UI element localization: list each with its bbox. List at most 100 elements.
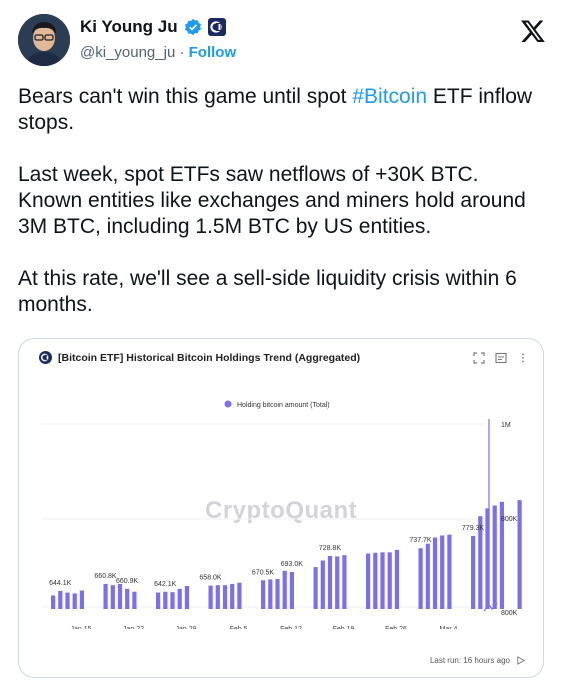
bar xyxy=(425,543,430,609)
bar xyxy=(170,592,175,609)
bar xyxy=(177,588,182,609)
x-logo-icon[interactable] xyxy=(520,18,546,44)
author-handle[interactable]: @ki_young_ju xyxy=(80,44,176,61)
data-label: 670.5K xyxy=(252,569,275,576)
bar xyxy=(342,555,347,609)
bar xyxy=(380,552,385,609)
bar xyxy=(432,537,438,609)
bar xyxy=(261,580,266,609)
bar xyxy=(335,556,340,609)
bar xyxy=(184,586,189,609)
bar xyxy=(125,588,130,609)
bar xyxy=(132,591,137,609)
handle-row: @ki_young_ju · Follow xyxy=(80,44,236,61)
hashtag-link[interactable]: #Bitcoin xyxy=(352,85,428,108)
x-tick-label: Jan 22 xyxy=(123,626,144,629)
image-icon[interactable] xyxy=(495,352,507,364)
bar xyxy=(110,585,115,609)
data-label: 644.1K xyxy=(49,580,72,587)
y-tick-label: 1M xyxy=(501,422,511,429)
axis-break-mark xyxy=(483,602,498,612)
bar xyxy=(485,508,490,609)
legend-marker xyxy=(224,400,232,408)
bar xyxy=(163,591,168,609)
bar xyxy=(499,501,504,609)
last-run: Last run: 16 hours ago xyxy=(430,656,525,665)
data-label: 658.0K xyxy=(199,575,222,582)
x-tick-label: Jan 29 xyxy=(175,626,196,629)
avatar[interactable] xyxy=(18,14,70,66)
bar xyxy=(237,582,242,609)
last-run-text: Last run: 16 hours ago xyxy=(429,656,510,665)
bar xyxy=(275,579,280,609)
data-label: 693.0K xyxy=(281,561,304,568)
bar xyxy=(103,583,108,609)
x-tick-label: Feb 19 xyxy=(333,626,355,629)
x-tick-label: Feb 5 xyxy=(230,626,248,629)
x-tick-label: Mar 4 xyxy=(440,626,458,629)
x-tick-label: Jan 15 xyxy=(70,626,91,629)
tweet-paragraph-3: At this rate, we'll see a sell-side liqu… xyxy=(18,267,517,316)
x-tick-label: Feb 12 xyxy=(280,626,302,629)
bar xyxy=(447,534,452,609)
cryptoquant-badge-icon[interactable] xyxy=(207,18,226,36)
bar xyxy=(289,572,294,609)
tweet-paragraph-1: Bears can't win this game until spot #Bi… xyxy=(18,84,543,136)
bar xyxy=(320,560,325,609)
bar xyxy=(478,516,483,609)
bar xyxy=(215,585,220,609)
data-label: 865.3K xyxy=(19,379,30,381)
bar xyxy=(394,549,399,609)
separator: · xyxy=(179,44,185,61)
fullscreen-icon[interactable] xyxy=(473,352,485,364)
bar xyxy=(222,585,228,609)
data-label: 737.7K xyxy=(409,537,432,544)
chart-title: [Bitcoin ETF] Historical Bitcoin Holding… xyxy=(58,351,361,364)
bar xyxy=(58,590,63,609)
bar xyxy=(313,567,318,609)
bar xyxy=(230,583,235,609)
data-label: 728.8K xyxy=(319,545,342,552)
bar xyxy=(471,535,476,609)
bar xyxy=(79,590,84,609)
bar xyxy=(117,583,123,609)
tweet-header: Ki Young Ju @ki_young_ju · Follow xyxy=(18,14,548,70)
bar xyxy=(366,553,371,609)
bar xyxy=(387,552,392,609)
bar xyxy=(282,570,287,609)
data-label: 660.8K xyxy=(94,573,117,580)
tweet-text-segment: ETF inflow stops. xyxy=(18,85,533,134)
author-name[interactable]: Ki Young Ju xyxy=(80,17,178,36)
legend-label: Holding bitcoin amount (Total) xyxy=(237,402,330,409)
more-options-icon[interactable] xyxy=(517,352,529,364)
bar xyxy=(373,552,378,609)
y-tick-label: 800K xyxy=(501,610,518,617)
bar xyxy=(418,548,423,609)
bar xyxy=(51,595,56,609)
y-tick-label: 800K xyxy=(501,516,518,523)
bar xyxy=(208,585,213,609)
bar xyxy=(327,556,333,609)
data-label: 642.1K xyxy=(154,581,177,588)
follow-button[interactable]: Follow xyxy=(188,44,237,61)
chart-title-row: [Bitcoin ETF] Historical Bitcoin Holding… xyxy=(39,351,360,364)
data-label: 779.3K xyxy=(462,525,485,532)
cryptoquant-logo-icon xyxy=(39,351,52,364)
data-label: 660.9K xyxy=(116,578,139,585)
play-icon[interactable] xyxy=(516,656,525,665)
bar xyxy=(268,579,273,609)
bar xyxy=(440,535,445,609)
chart-card[interactable]: [Bitcoin ETF] Historical Bitcoin Holding… xyxy=(18,338,544,678)
bar xyxy=(492,505,497,609)
tweet-paragraph-2: Last week, spot ETFs saw netflows of +30… xyxy=(18,163,526,238)
bar xyxy=(517,500,522,609)
bar xyxy=(156,592,161,609)
bar xyxy=(72,593,77,609)
tweet-text: Bears can't win this game until spot #Bi… xyxy=(18,84,543,344)
chart-toolbar xyxy=(473,352,529,364)
verified-badge-icon xyxy=(184,18,201,36)
name-row: Ki Young Ju xyxy=(80,17,226,37)
tweet-text-segment: Bears can't win this game until spot xyxy=(18,85,353,108)
bar xyxy=(65,592,70,609)
holdings-bar-chart: Holding bitcoin amount (Total) 644.1K 660.… xyxy=(19,379,522,629)
